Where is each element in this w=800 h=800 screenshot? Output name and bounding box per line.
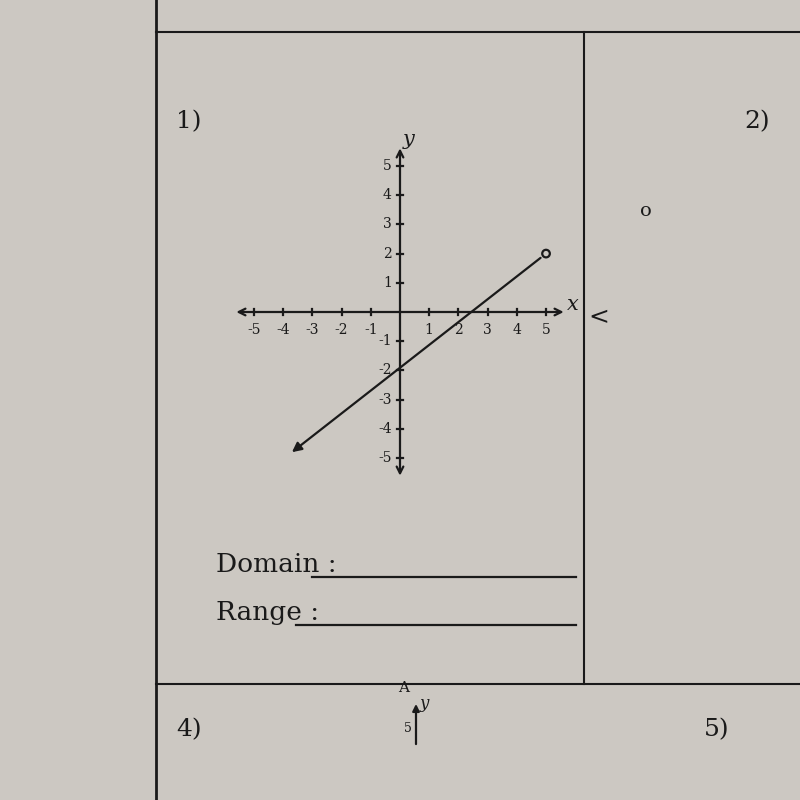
Text: -1: -1	[364, 323, 378, 337]
Text: -2: -2	[335, 323, 348, 337]
Text: 3: 3	[383, 218, 392, 231]
Text: y: y	[420, 695, 430, 712]
Text: Range :: Range :	[216, 600, 319, 625]
Text: 1): 1)	[176, 110, 202, 133]
Text: 5: 5	[404, 722, 412, 735]
Text: 2: 2	[383, 246, 392, 261]
Text: 2): 2)	[744, 110, 770, 133]
Text: -5: -5	[247, 323, 261, 337]
Text: 1: 1	[425, 323, 434, 337]
Text: 5: 5	[383, 159, 392, 173]
Text: 2: 2	[454, 323, 462, 337]
Text: -1: -1	[378, 334, 392, 348]
Text: <: <	[588, 306, 609, 329]
Text: 4: 4	[383, 188, 392, 202]
Text: x: x	[566, 295, 578, 314]
Text: -2: -2	[378, 363, 392, 378]
Text: 5: 5	[542, 323, 550, 337]
Text: 4): 4)	[176, 718, 202, 741]
Text: y: y	[402, 130, 414, 149]
Text: Domain :: Domain :	[216, 552, 337, 577]
Text: o: o	[640, 202, 652, 220]
Text: -3: -3	[306, 323, 319, 337]
Text: 5): 5)	[704, 718, 730, 741]
Text: -4: -4	[378, 422, 392, 436]
Text: -4: -4	[276, 323, 290, 337]
Text: -3: -3	[378, 393, 392, 406]
Text: 4: 4	[512, 323, 522, 337]
Text: -5: -5	[378, 451, 392, 465]
Text: A: A	[398, 681, 409, 695]
Text: 1: 1	[383, 276, 392, 290]
Text: 3: 3	[483, 323, 492, 337]
